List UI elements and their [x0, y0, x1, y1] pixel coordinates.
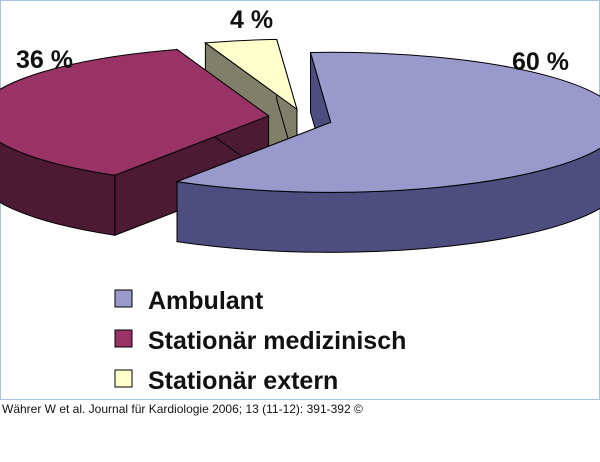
- source-citation: Währer W et al. Journal für Kardiologie …: [2, 402, 363, 416]
- legend: Ambulant Stationär medizinisch Stationär…: [114, 287, 406, 395]
- legend-label-ambulant: Ambulant: [148, 287, 264, 315]
- pie-slices: [0, 38, 600, 253]
- legend-swatch-stationaer-extern: [114, 369, 133, 388]
- percent-labels: 60 % 36 % 4 %: [16, 6, 569, 76]
- legend-label-stationaer-extern: Stationär extern: [148, 367, 338, 395]
- slice-top-stationaer-medizinisch: [0, 48, 270, 176]
- slice-top-ambulant: [175, 51, 600, 193]
- slice-ambulant: [175, 51, 600, 253]
- legend-label-stationaer-medizinisch: Stationär medizinisch: [148, 327, 406, 355]
- slice-label-ambulant: 60 %: [512, 48, 569, 76]
- slice-top-stationaer-extern: [203, 38, 298, 111]
- slice-label-stationaer-extern: 4 %: [230, 6, 273, 34]
- legend-swatch-stationaer-medizinisch: [114, 329, 133, 348]
- legend-swatch-ambulant: [114, 289, 133, 308]
- pie-chart: 60 % 36 % 4 % Ambulant Stationär medizin…: [0, 6, 600, 395]
- slice-label-stationaer-medizinisch: 36 %: [16, 46, 73, 74]
- slice-stationaer-medizinisch: [0, 48, 270, 236]
